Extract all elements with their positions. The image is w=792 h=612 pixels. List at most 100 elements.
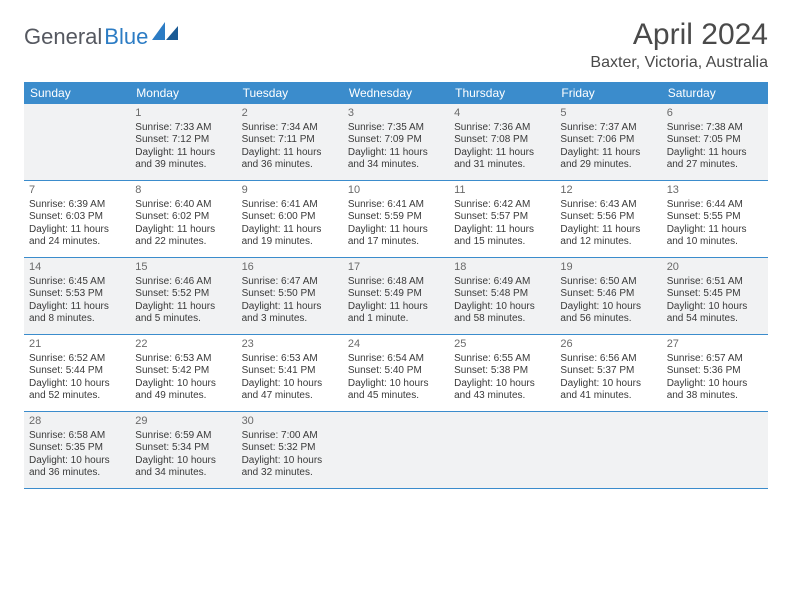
sunset-text: Sunset: 5:59 PM	[348, 211, 444, 224]
logo-text-gray: General	[24, 24, 102, 50]
sunset-text: Sunset: 5:38 PM	[454, 365, 550, 378]
daylight-text: Daylight: 11 hours and 22 minutes.	[135, 224, 231, 249]
day-cell: 19Sunrise: 6:50 AMSunset: 5:46 PMDayligh…	[555, 258, 661, 334]
sunset-text: Sunset: 5:57 PM	[454, 211, 550, 224]
daylight-text: Daylight: 11 hours and 5 minutes.	[135, 301, 231, 326]
day-cell: 15Sunrise: 6:46 AMSunset: 5:52 PMDayligh…	[130, 258, 236, 334]
sunset-text: Sunset: 5:49 PM	[348, 288, 444, 301]
day-number: 26	[560, 338, 656, 352]
sunset-text: Sunset: 7:12 PM	[135, 134, 231, 147]
day-cell	[449, 412, 555, 488]
sunrise-text: Sunrise: 6:41 AM	[348, 199, 444, 212]
day-cell: 27Sunrise: 6:57 AMSunset: 5:36 PMDayligh…	[662, 335, 768, 411]
day-cell: 8Sunrise: 6:40 AMSunset: 6:02 PMDaylight…	[130, 181, 236, 257]
day-number: 6	[667, 107, 763, 121]
sunset-text: Sunset: 7:08 PM	[454, 134, 550, 147]
daylight-text: Daylight: 10 hours and 43 minutes.	[454, 378, 550, 403]
day-number: 14	[29, 261, 125, 275]
sunset-text: Sunset: 5:34 PM	[135, 442, 231, 455]
daylight-text: Daylight: 10 hours and 38 minutes.	[667, 378, 763, 403]
day-cell: 5Sunrise: 7:37 AMSunset: 7:06 PMDaylight…	[555, 104, 661, 180]
sunrise-text: Sunrise: 6:45 AM	[29, 276, 125, 289]
day-cell: 22Sunrise: 6:53 AMSunset: 5:42 PMDayligh…	[130, 335, 236, 411]
sunset-text: Sunset: 5:56 PM	[560, 211, 656, 224]
dow-cell: Tuesday	[237, 82, 343, 104]
dow-cell: Saturday	[662, 82, 768, 104]
day-cell: 20Sunrise: 6:51 AMSunset: 5:45 PMDayligh…	[662, 258, 768, 334]
day-cell: 10Sunrise: 6:41 AMSunset: 5:59 PMDayligh…	[343, 181, 449, 257]
day-cell: 17Sunrise: 6:48 AMSunset: 5:49 PMDayligh…	[343, 258, 449, 334]
day-cell: 29Sunrise: 6:59 AMSunset: 5:34 PMDayligh…	[130, 412, 236, 488]
sunset-text: Sunset: 6:00 PM	[242, 211, 338, 224]
daylight-text: Daylight: 11 hours and 10 minutes.	[667, 224, 763, 249]
day-number: 25	[454, 338, 550, 352]
daylight-text: Daylight: 10 hours and 34 minutes.	[135, 455, 231, 480]
week-row: 28Sunrise: 6:58 AMSunset: 5:35 PMDayligh…	[24, 412, 768, 489]
sunrise-text: Sunrise: 6:39 AM	[29, 199, 125, 212]
daylight-text: Daylight: 11 hours and 36 minutes.	[242, 147, 338, 172]
daylight-text: Daylight: 10 hours and 41 minutes.	[560, 378, 656, 403]
sunset-text: Sunset: 5:50 PM	[242, 288, 338, 301]
sunrise-text: Sunrise: 6:46 AM	[135, 276, 231, 289]
logo-text-blue: Blue	[104, 24, 148, 50]
daylight-text: Daylight: 11 hours and 34 minutes.	[348, 147, 444, 172]
day-cell: 24Sunrise: 6:54 AMSunset: 5:40 PMDayligh…	[343, 335, 449, 411]
sail-icon	[152, 22, 178, 40]
daylight-text: Daylight: 11 hours and 3 minutes.	[242, 301, 338, 326]
sunset-text: Sunset: 5:53 PM	[29, 288, 125, 301]
daylight-text: Daylight: 10 hours and 56 minutes.	[560, 301, 656, 326]
day-cell: 18Sunrise: 6:49 AMSunset: 5:48 PMDayligh…	[449, 258, 555, 334]
sunrise-text: Sunrise: 6:49 AM	[454, 276, 550, 289]
daylight-text: Daylight: 11 hours and 12 minutes.	[560, 224, 656, 249]
day-cell: 25Sunrise: 6:55 AMSunset: 5:38 PMDayligh…	[449, 335, 555, 411]
sunset-text: Sunset: 5:42 PM	[135, 365, 231, 378]
daylight-text: Daylight: 11 hours and 27 minutes.	[667, 147, 763, 172]
week-row: 14Sunrise: 6:45 AMSunset: 5:53 PM Dayligh…	[24, 258, 768, 335]
sunset-text: Sunset: 7:11 PM	[242, 134, 338, 147]
calendar: SundayMondayTuesdayWednesdayThursdayFrid…	[24, 82, 768, 489]
day-number: 10	[348, 184, 444, 198]
daylight-text: Daylight: 11 hours and 15 minutes.	[454, 224, 550, 249]
sunrise-text: Sunrise: 6:59 AM	[135, 430, 231, 443]
day-cell	[24, 104, 130, 180]
sunset-text: Sunset: 5:40 PM	[348, 365, 444, 378]
day-number: 13	[667, 184, 763, 198]
day-number: 16	[242, 261, 338, 275]
daylight-text: Daylight: 11 hours and 31 minutes.	[454, 147, 550, 172]
logo: GeneralBlue	[24, 24, 178, 50]
day-number: 8	[135, 184, 231, 198]
dow-cell: Wednesday	[343, 82, 449, 104]
dow-cell: Monday	[130, 82, 236, 104]
dow-cell: Sunday	[24, 82, 130, 104]
title-block: April 2024 Baxter, Victoria, Australia	[590, 18, 768, 72]
day-number: 21	[29, 338, 125, 352]
dow-cell: Thursday	[449, 82, 555, 104]
sunrise-text: Sunrise: 6:58 AM	[29, 430, 125, 443]
week-row: 1Sunrise: 7:33 AMSunset: 7:12 PM Daylight…	[24, 104, 768, 181]
day-number: 28	[29, 415, 125, 429]
sunrise-text: Sunrise: 6:44 AM	[667, 199, 763, 212]
sunset-text: Sunset: 6:03 PM	[29, 211, 125, 224]
day-number: 7	[29, 184, 125, 198]
daylight-text: Daylight: 10 hours and 36 minutes.	[29, 455, 125, 480]
daylight-text: Daylight: 11 hours and 24 minutes.	[29, 224, 125, 249]
sunrise-text: Sunrise: 6:53 AM	[242, 353, 338, 366]
sunrise-text: Sunrise: 7:33 AM	[135, 122, 231, 135]
day-number: 2	[242, 107, 338, 121]
day-number: 1	[135, 107, 231, 121]
day-cell: 9Sunrise: 6:41 AMSunset: 6:00 PMDaylight…	[237, 181, 343, 257]
day-cell: 16Sunrise: 6:47 AMSunset: 5:50 PMDayligh…	[237, 258, 343, 334]
day-number: 30	[242, 415, 338, 429]
daylight-text: Daylight: 11 hours and 17 minutes.	[348, 224, 444, 249]
sunrise-text: Sunrise: 6:42 AM	[454, 199, 550, 212]
sunrise-text: Sunrise: 6:48 AM	[348, 276, 444, 289]
day-number: 12	[560, 184, 656, 198]
daylight-text: Daylight: 10 hours and 45 minutes.	[348, 378, 444, 403]
day-cell: 2Sunrise: 7:34 AMSunset: 7:11 PMDaylight…	[237, 104, 343, 180]
sunrise-text: Sunrise: 6:40 AM	[135, 199, 231, 212]
sunrise-text: Sunrise: 7:35 AM	[348, 122, 444, 135]
sunset-text: Sunset: 7:05 PM	[667, 134, 763, 147]
sunset-text: Sunset: 7:06 PM	[560, 134, 656, 147]
sunset-text: Sunset: 5:48 PM	[454, 288, 550, 301]
sunset-text: Sunset: 5:46 PM	[560, 288, 656, 301]
